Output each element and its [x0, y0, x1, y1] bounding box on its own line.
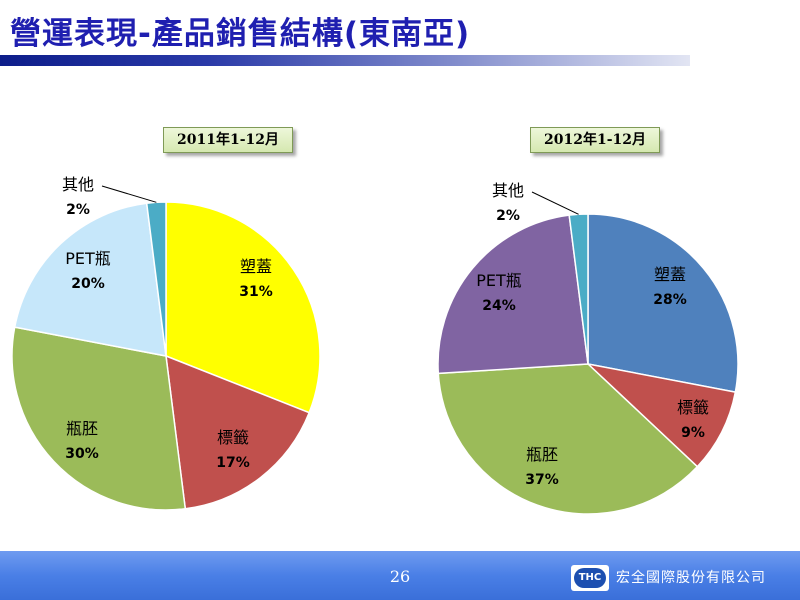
- company-name: 宏全國際股份有限公司: [616, 570, 766, 586]
- pie-0-label-3: PET瓶: [65, 249, 111, 268]
- pie-0-leader-line: [101, 185, 157, 203]
- pie-1-label-2: 瓶胚: [526, 445, 558, 464]
- pie-1-label-1: 標籤: [677, 398, 709, 417]
- pie-0-value-1: 17%: [216, 455, 250, 471]
- pie-1-slice-1: [585, 362, 737, 468]
- pie-0-label-0: 塑蓋: [240, 257, 272, 276]
- pie-1-label-0: 塑蓋: [654, 265, 686, 284]
- pie-0-slice-0: [165, 201, 321, 414]
- pie-1-slice-2: [437, 363, 699, 515]
- pie-1-slice-0: [587, 213, 739, 393]
- pie-1-value-3: 24%: [482, 298, 516, 314]
- pie-0-slice-3: [13, 202, 167, 357]
- pie-0-label-2: 瓶胚: [66, 419, 98, 438]
- pie-0-value-0: 31%: [239, 284, 273, 300]
- chart-2012-title: 2012年1-12月: [530, 127, 660, 153]
- pie-0-label-1: 標籤: [217, 428, 249, 447]
- pie-1-label-3: PET瓶: [476, 271, 522, 290]
- pie-1-slice-4: [568, 213, 589, 365]
- pie-1-slice-3: [437, 214, 589, 375]
- pie-0-slice-2: [11, 326, 187, 511]
- page-number: 26: [389, 567, 411, 586]
- title-underline-bar: [0, 55, 690, 66]
- footer-bar: [0, 551, 800, 600]
- pie-0-value-2: 30%: [65, 446, 99, 462]
- company-logo-mark: THC: [574, 568, 606, 588]
- pie-0-slice-4: [145, 201, 167, 357]
- pie-1-label-4: 其他: [492, 181, 524, 200]
- pie-1-value-2: 37%: [525, 472, 559, 488]
- pie-0-value-3: 20%: [71, 276, 105, 292]
- pie-0-label-4: 其他: [62, 175, 94, 194]
- company-logo: THC: [571, 565, 609, 591]
- pie-1-leader-line: [531, 191, 579, 215]
- pie-1-value-1: 9%: [681, 425, 705, 441]
- pie-1-value-4: 2%: [496, 208, 520, 224]
- chart-2011-title: 2011年1-12月: [163, 127, 293, 153]
- pie-0-slice-1: [165, 354, 311, 510]
- pie-0-value-4: 2%: [66, 202, 90, 218]
- pie-1-value-0: 28%: [653, 292, 687, 308]
- slide-title: 營運表現-產品銷售結構(東南亞): [10, 16, 471, 52]
